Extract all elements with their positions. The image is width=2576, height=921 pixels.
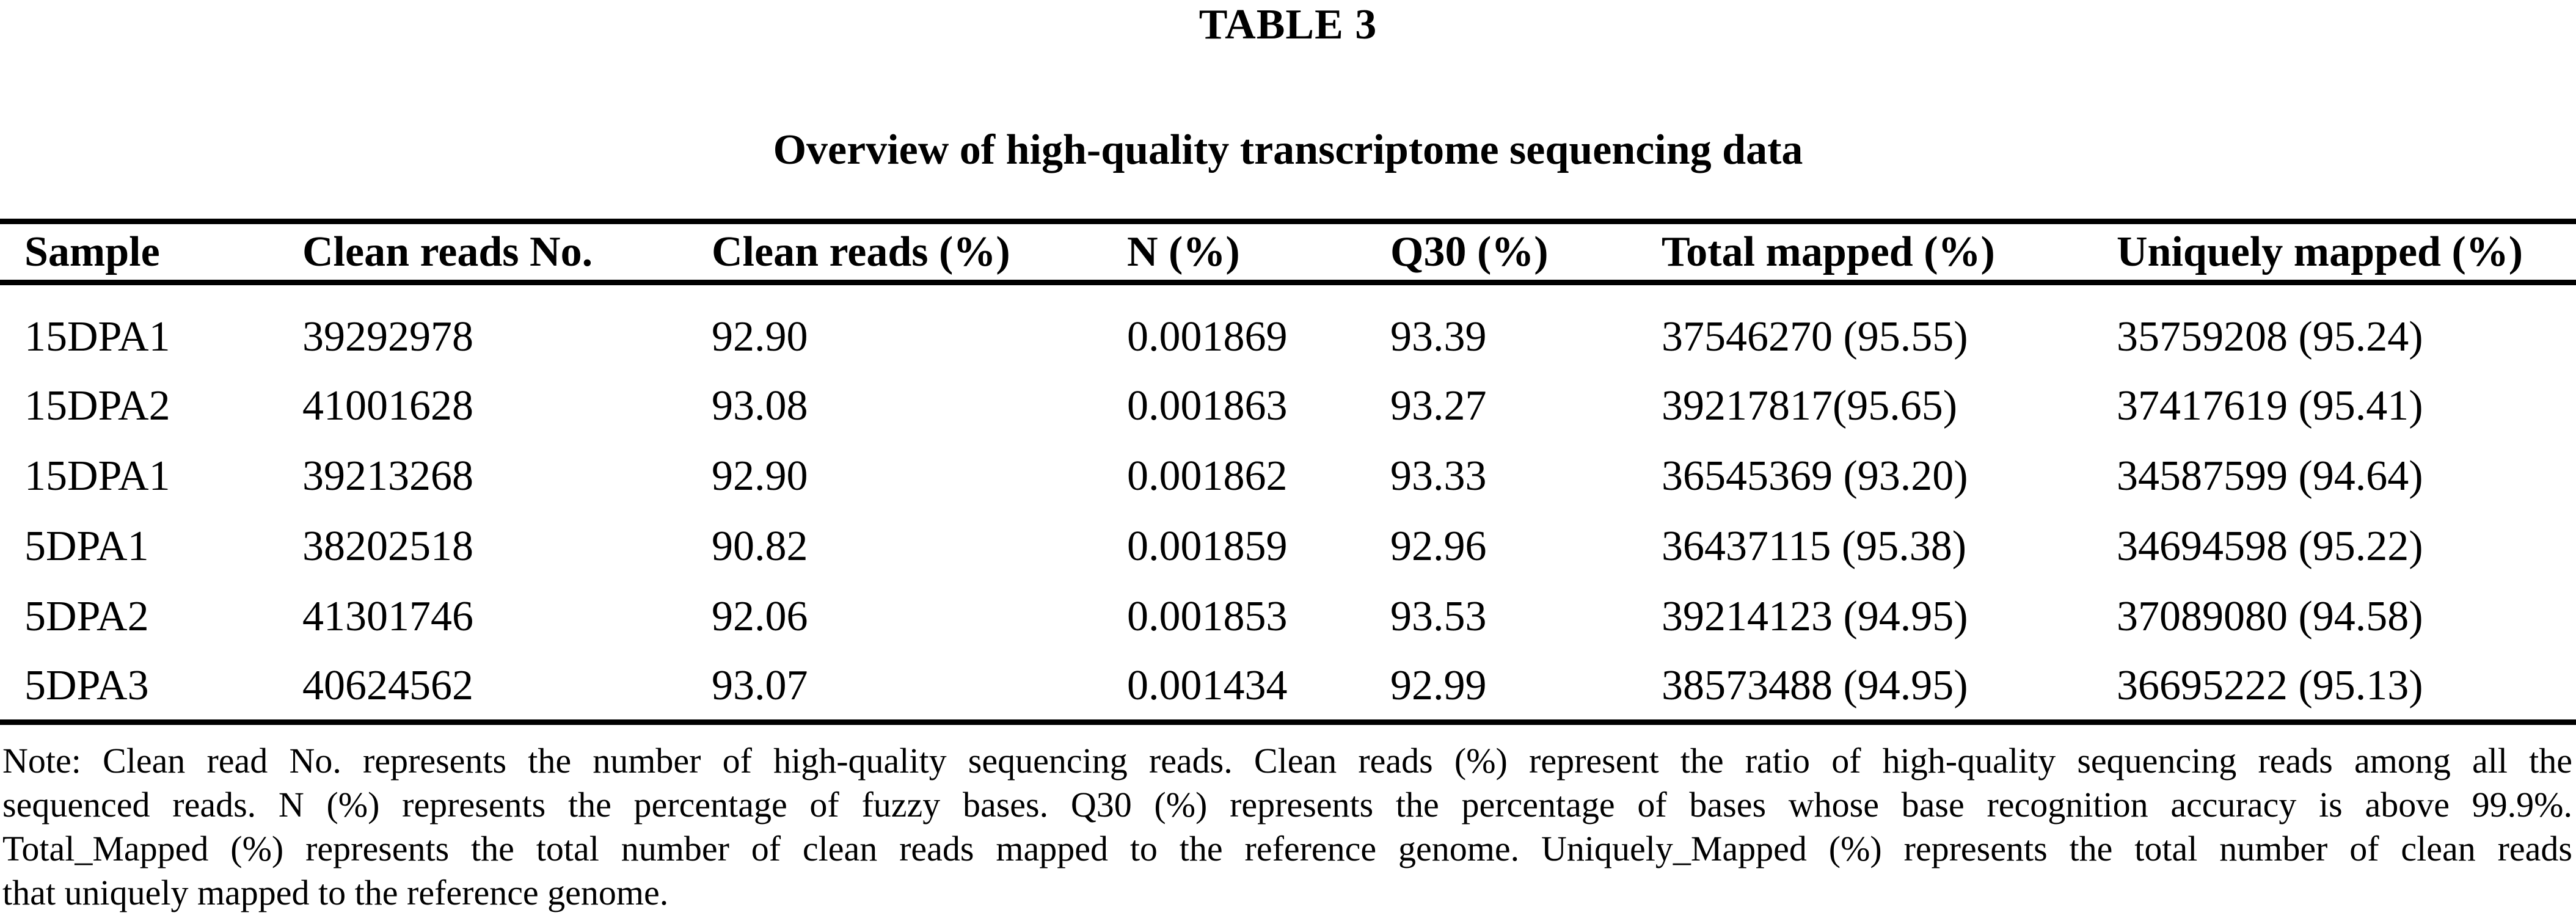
note-line: sequenced reads. N (%) represents the pe…: [2, 785, 2572, 825]
table-row: 15DPA2 41001628 93.08 0.001863 93.27 392…: [0, 371, 2576, 442]
column-header-sample: Sample: [24, 228, 160, 275]
cell-clean-reads-no: 39292978: [302, 313, 473, 361]
cell-n-pct: 0.001862: [1127, 453, 1288, 500]
table-note: Note: Clean read No. represents the numb…: [2, 739, 2572, 915]
cell-total-mapped: 36437115 (95.38): [1662, 523, 1967, 570]
cell-clean-reads-no: 39213268: [302, 453, 473, 500]
table-row: 15DPA1 39213268 92.90 0.001862 93.33 365…: [0, 442, 2576, 512]
cell-clean-reads-pct: 93.08: [712, 382, 808, 429]
cell-q30-pct: 92.96: [1390, 523, 1487, 570]
cell-sample: 5DPA2: [24, 593, 149, 640]
note-line: that uniquely mapped to the reference ge…: [2, 873, 669, 912]
cell-n-pct: 0.001863: [1127, 382, 1288, 429]
cell-total-mapped: 39217817(95.65): [1662, 382, 1958, 429]
cell-n-pct: 0.001434: [1127, 661, 1288, 709]
cell-clean-reads-pct: 93.07: [712, 661, 808, 709]
cell-total-mapped: 38573488 (94.95): [1662, 661, 1968, 709]
cell-clean-reads-no: 41301746: [302, 593, 473, 640]
cell-clean-reads-pct: 92.06: [712, 593, 808, 640]
table-caption: Overview of high-quality transcriptome s…: [773, 126, 1803, 173]
cell-clean-reads-pct: 90.82: [712, 523, 808, 570]
cell-n-pct: 0.001853: [1127, 593, 1288, 640]
cell-clean-reads-pct: 92.90: [712, 313, 808, 361]
cell-uniquely-mapped: 34694598 (95.22): [2117, 523, 2423, 570]
table-header-row: Sample Clean reads No. Clean reads (%) N…: [0, 222, 2576, 283]
cell-total-mapped: 37546270 (95.55): [1662, 313, 1968, 361]
table-row: 5DPA1 38202518 90.82 0.001859 92.96 3643…: [0, 512, 2576, 582]
cell-sample: 15DPA1: [24, 313, 170, 361]
note-line: Note: Clean read No. represents the numb…: [2, 741, 2572, 781]
note-line: Total_Mapped (%) represents the total nu…: [2, 829, 2572, 868]
cell-n-pct: 0.001869: [1127, 313, 1288, 361]
cell-uniquely-mapped: 35759208 (95.24): [2117, 313, 2423, 361]
column-header-total-mapped: Total mapped (%): [1662, 228, 1995, 275]
cell-q30-pct: 92.99: [1390, 661, 1487, 709]
cell-clean-reads-no: 41001628: [302, 382, 473, 429]
cell-sample: 15DPA2: [24, 382, 170, 429]
cell-total-mapped: 36545369 (93.20): [1662, 453, 1968, 500]
table-row: 5DPA2 41301746 92.06 0.001853 93.53 3921…: [0, 582, 2576, 652]
cell-sample: 15DPA1: [24, 453, 170, 500]
cell-total-mapped: 39214123 (94.95): [1662, 593, 1968, 640]
table-body: 15DPA1 39292978 92.90 0.001869 93.39 375…: [0, 283, 2576, 723]
cell-uniquely-mapped: 37089080 (94.58): [2117, 593, 2423, 640]
cell-sample: 5DPA3: [24, 661, 149, 709]
cell-clean-reads-pct: 92.90: [712, 453, 808, 500]
cell-q30-pct: 93.33: [1390, 453, 1487, 500]
cell-uniquely-mapped: 37417619 (95.41): [2117, 382, 2423, 429]
sequencing-data-table: Sample Clean reads No. Clean reads (%) N…: [0, 219, 2576, 725]
cell-clean-reads-no: 38202518: [302, 523, 473, 570]
cell-uniquely-mapped: 34587599 (94.64): [2117, 453, 2423, 500]
cell-q30-pct: 93.27: [1390, 382, 1487, 429]
column-header-clean-reads-no: Clean reads No.: [302, 228, 593, 275]
table-row: 5DPA3 40624562 93.07 0.001434 92.99 3857…: [0, 652, 2576, 723]
column-header-q30-pct: Q30 (%): [1390, 228, 1549, 275]
column-header-uniquely-mapped: Uniquely mapped (%): [2117, 228, 2523, 275]
cell-n-pct: 0.001859: [1127, 523, 1288, 570]
table-header: Sample Clean reads No. Clean reads (%) N…: [0, 222, 2576, 283]
table-label: TABLE 3: [1199, 1, 1377, 48]
cell-clean-reads-no: 40624562: [302, 661, 473, 709]
column-header-n-pct: N (%): [1127, 228, 1240, 275]
cell-q30-pct: 93.39: [1390, 313, 1487, 361]
cell-uniquely-mapped: 36695222 (95.13): [2117, 661, 2423, 709]
column-header-clean-reads-pct: Clean reads (%): [712, 228, 1010, 275]
cell-q30-pct: 93.53: [1390, 593, 1487, 640]
cell-sample: 5DPA1: [24, 523, 149, 570]
table-row: 15DPA1 39292978 92.90 0.001869 93.39 375…: [0, 283, 2576, 371]
